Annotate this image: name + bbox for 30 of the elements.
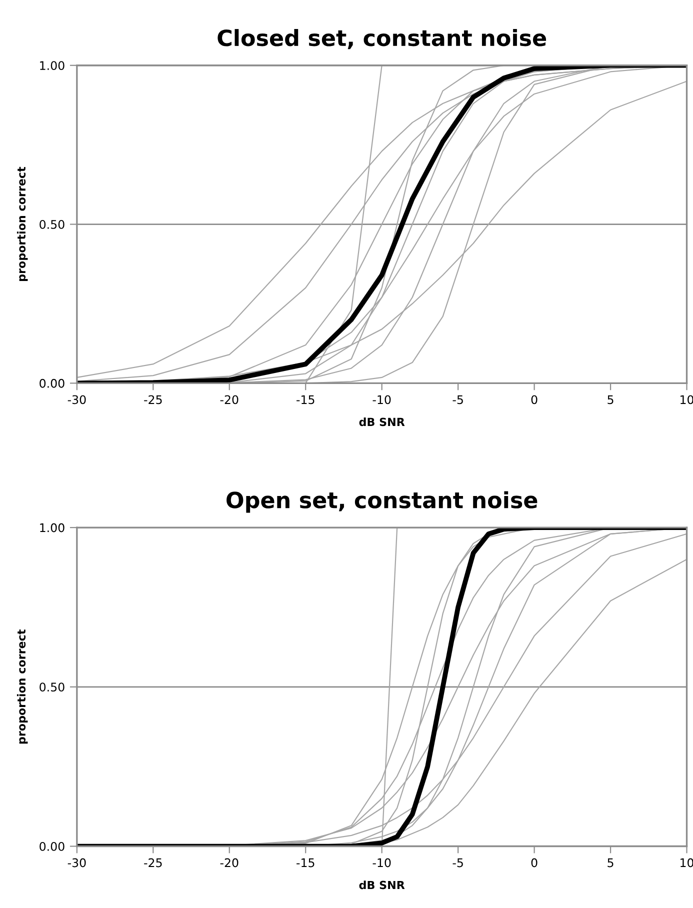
x-tick-label: -10 bbox=[372, 858, 391, 868]
chart-title: Closed set, constant noise bbox=[218, 29, 546, 50]
x-tick-label: 5 bbox=[608, 395, 614, 404]
x-tick-label: -30 bbox=[68, 858, 86, 868]
x-tick-label: -5 bbox=[452, 858, 463, 868]
x-axis-title: dB SNR bbox=[359, 880, 405, 890]
y-axis-title: proportion correct bbox=[16, 630, 28, 744]
x-tick-label: -30 bbox=[68, 395, 86, 404]
x-tick-label: -20 bbox=[220, 395, 238, 404]
x-tick-label: 0 bbox=[531, 395, 538, 404]
x-axis-title: dB SNR bbox=[359, 418, 405, 426]
chart-title: Open set, constant noise bbox=[226, 491, 538, 513]
x-tick-label: -25 bbox=[144, 395, 162, 404]
y-tick-label: 0.50 bbox=[40, 220, 64, 229]
y-tick-label: 1.00 bbox=[40, 61, 64, 70]
x-tick-label: 10 bbox=[680, 395, 693, 404]
y-tick-label: 0.00 bbox=[40, 842, 64, 851]
y-tick-label: 1.00 bbox=[40, 523, 64, 532]
x-tick-label: 0 bbox=[531, 858, 538, 868]
y-axis-title: proportion correct bbox=[16, 166, 28, 281]
y-tick-label: 0.50 bbox=[40, 682, 64, 692]
x-tick-label: 5 bbox=[608, 858, 614, 868]
x-tick-label: -5 bbox=[452, 395, 463, 404]
x-tick-label: -10 bbox=[372, 395, 391, 404]
x-tick-label: -20 bbox=[220, 858, 238, 868]
x-tick-label: 10 bbox=[680, 858, 693, 868]
x-tick-label: -15 bbox=[296, 858, 314, 868]
x-tick-label: -25 bbox=[144, 858, 162, 868]
x-tick-label: -15 bbox=[296, 395, 314, 404]
y-tick-label: 0.00 bbox=[40, 378, 64, 388]
